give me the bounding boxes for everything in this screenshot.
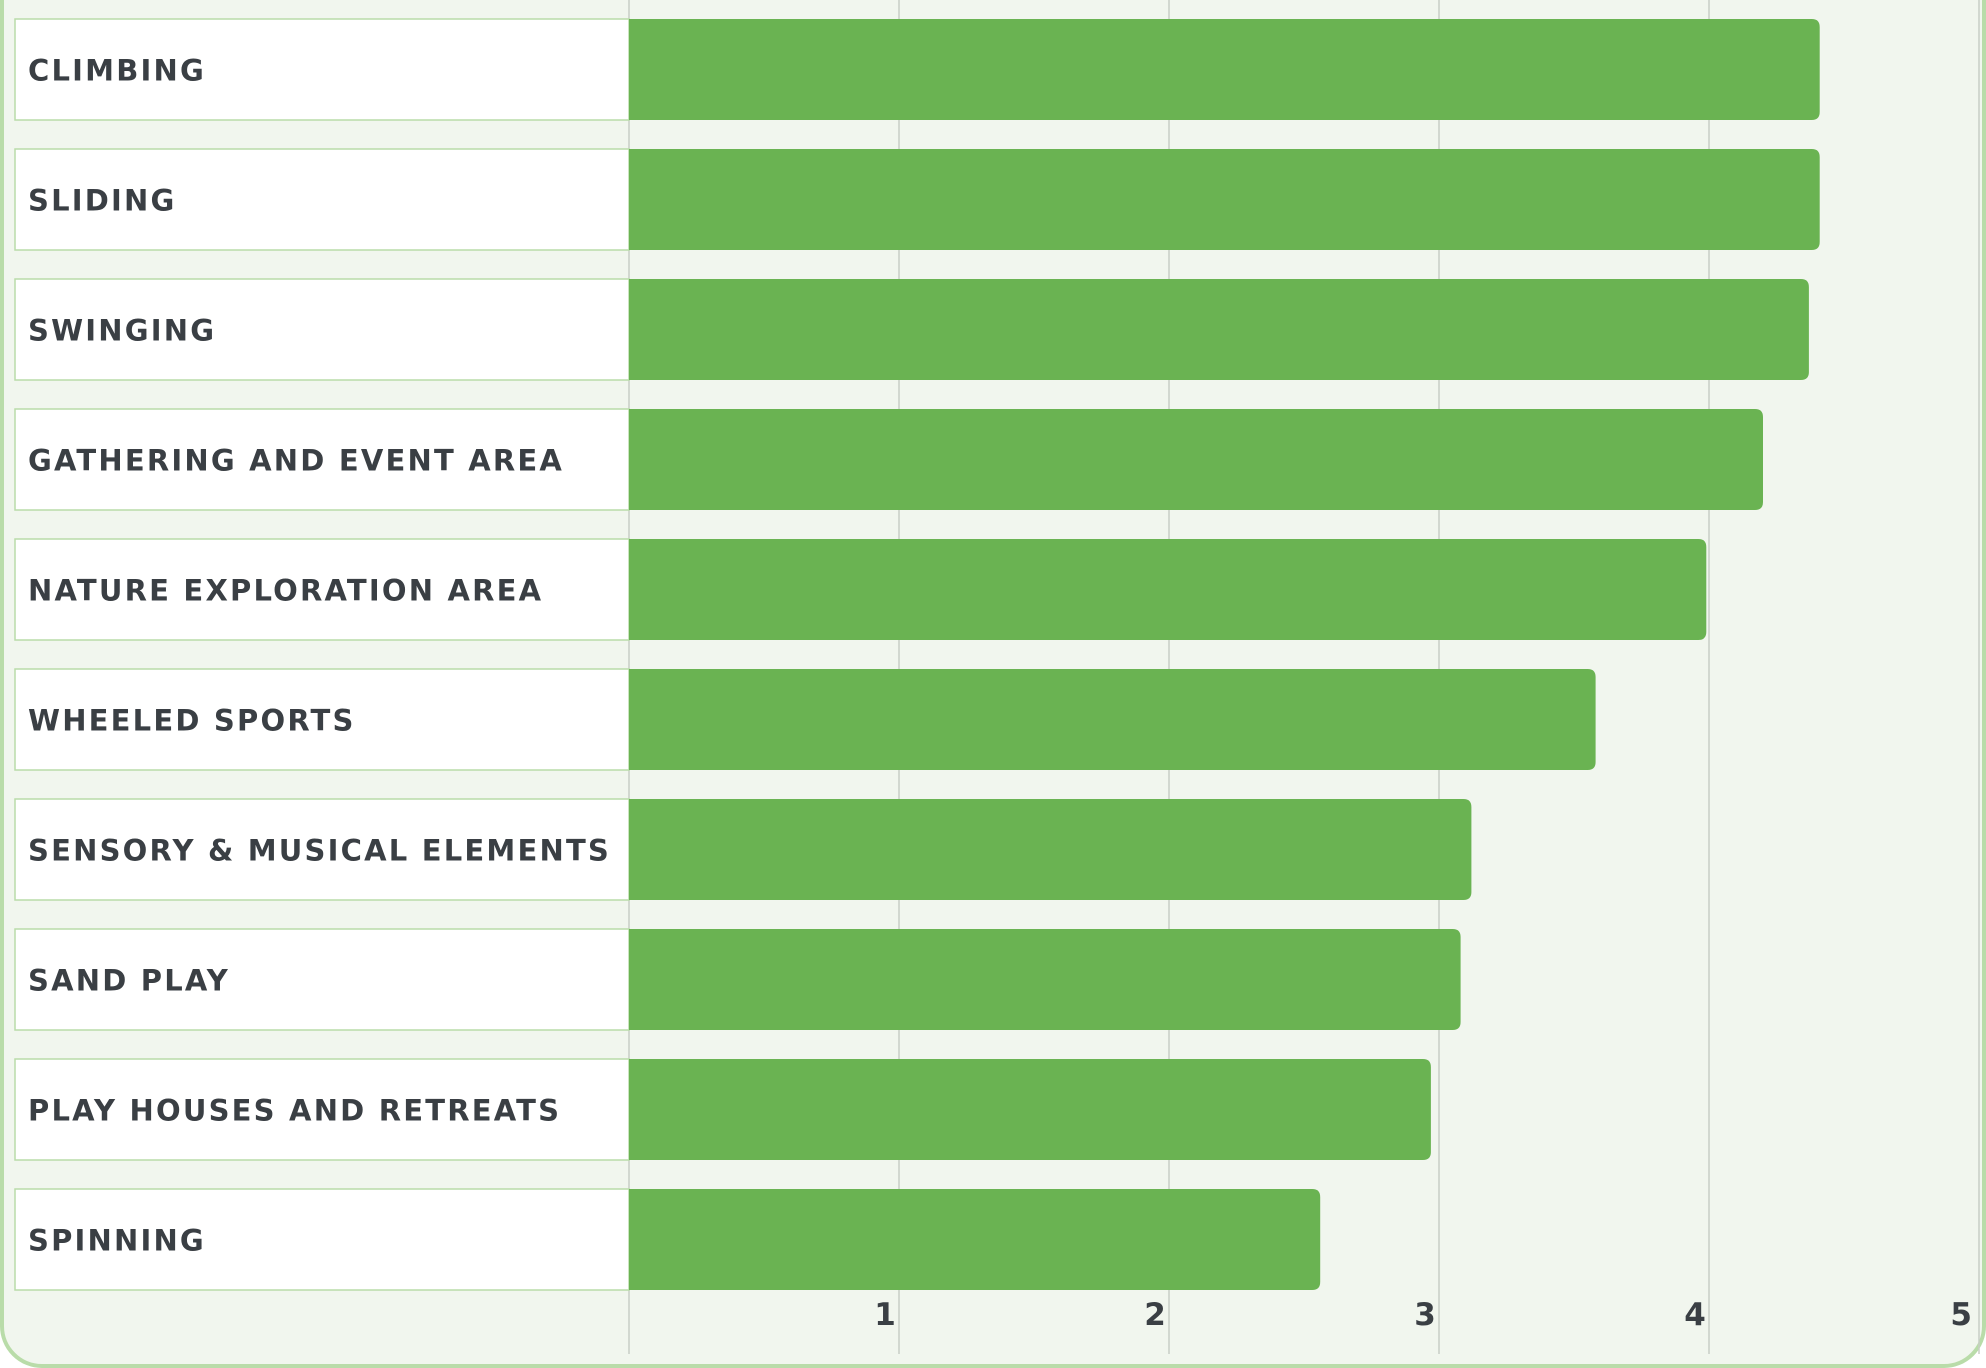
x-axis-ticks: 1 2 3 4 5 — [874, 1297, 1972, 1333]
category-label-box — [14, 1188, 630, 1291]
bar-3 — [629, 279, 1809, 380]
bar-8 — [629, 929, 1461, 1030]
category-label-boxes — [14, 18, 630, 1291]
category-label: SAND PLAY — [28, 964, 230, 998]
bars — [629, 19, 1820, 1290]
category-label: WHEELED SPORTS — [28, 704, 356, 738]
category-label-box — [14, 928, 630, 1031]
category-label: SPINNING — [28, 1224, 206, 1258]
category-label: SENSORY & MUSICAL ELEMENTS — [28, 834, 611, 868]
category-label: NATURE EXPLORATION AREA — [28, 574, 543, 608]
category-label-box — [14, 148, 630, 251]
x-tick-label: 4 — [1684, 1297, 1706, 1333]
category-label-box — [14, 408, 630, 511]
x-tick-label: 1 — [874, 1297, 896, 1333]
bar-5 — [629, 539, 1707, 640]
category-labels: CLIMBING SLIDING SWINGING GATHERING AND EVE… — [28, 54, 611, 1258]
bar-4 — [629, 409, 1763, 510]
category-label-box — [14, 668, 630, 771]
category-label-box — [14, 1058, 630, 1161]
category-label-box — [14, 798, 630, 901]
bar-10 — [629, 1189, 1321, 1290]
category-label-box — [14, 18, 630, 121]
x-tick-label: 3 — [1414, 1297, 1436, 1333]
bar-6 — [629, 669, 1596, 770]
category-label: GATHERING AND EVENT AREA — [28, 444, 564, 478]
category-label: SLIDING — [28, 184, 177, 218]
category-label: PLAY HOUSES AND RETREATS — [28, 1094, 561, 1128]
x-tick-label: 5 — [1950, 1297, 1972, 1333]
bar-1 — [629, 19, 1820, 120]
bar-2 — [629, 149, 1820, 250]
category-label: SWINGING — [28, 314, 216, 348]
bar-9 — [629, 1059, 1431, 1160]
bar-7 — [629, 799, 1472, 900]
x-tick-label: 2 — [1144, 1297, 1166, 1333]
category-label: CLIMBING — [28, 54, 206, 88]
category-label-box — [14, 538, 630, 641]
category-label-box — [14, 278, 630, 381]
